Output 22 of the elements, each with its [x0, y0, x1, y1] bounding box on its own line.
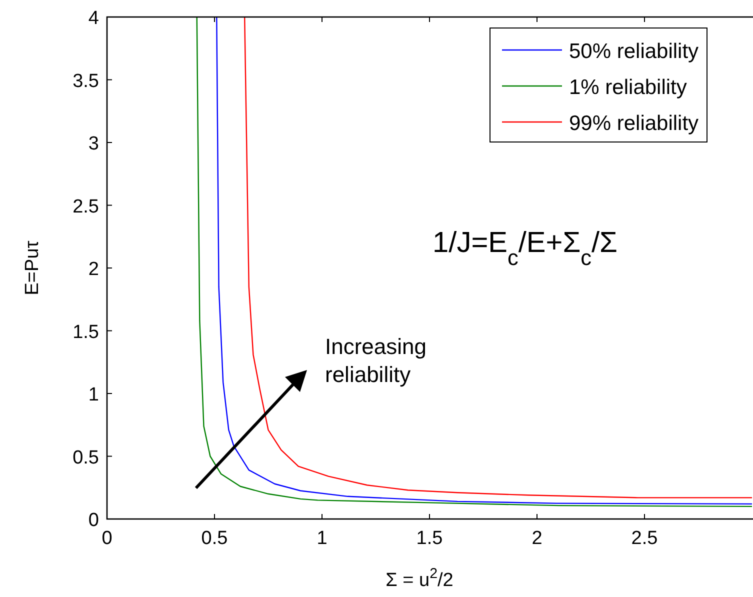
x-tick-label: 1.5: [416, 528, 443, 549]
x-axis-title: Σ = u$^{2}$/2: [386, 566, 454, 591]
y-tick-label: 2: [88, 259, 99, 280]
legend-label: 99% reliability: [569, 112, 700, 135]
y-tick-label: 1.5: [72, 322, 99, 343]
x-tick-label: 0: [102, 528, 112, 549]
x-tick-label: 2.5: [631, 528, 658, 549]
legend-label: 1% reliability: [569, 76, 688, 99]
y-tick-label: 3.5: [72, 70, 99, 92]
x-tick-label: 2: [532, 528, 542, 549]
y-tick-label: 2.5: [72, 196, 99, 218]
y-tick-label: 0.5: [72, 447, 99, 468]
annotation: Increasing reliability: [325, 334, 427, 387]
y-tick-label: 4: [88, 8, 100, 29]
legend-label: 50% reliability: [569, 40, 700, 63]
y-tick-label: 0: [88, 510, 99, 531]
annotation: 1/J=E$_{c}$/E+Σ$_{c}$/Σ: [432, 227, 618, 270]
y-tick-label: 3: [88, 134, 99, 154]
x-tick-label: 1: [316, 528, 328, 549]
y-tick-label: 1: [88, 384, 99, 406]
x-tick-label: 0.5: [201, 528, 228, 549]
y-axis-title: E=Puτ: [22, 240, 43, 296]
